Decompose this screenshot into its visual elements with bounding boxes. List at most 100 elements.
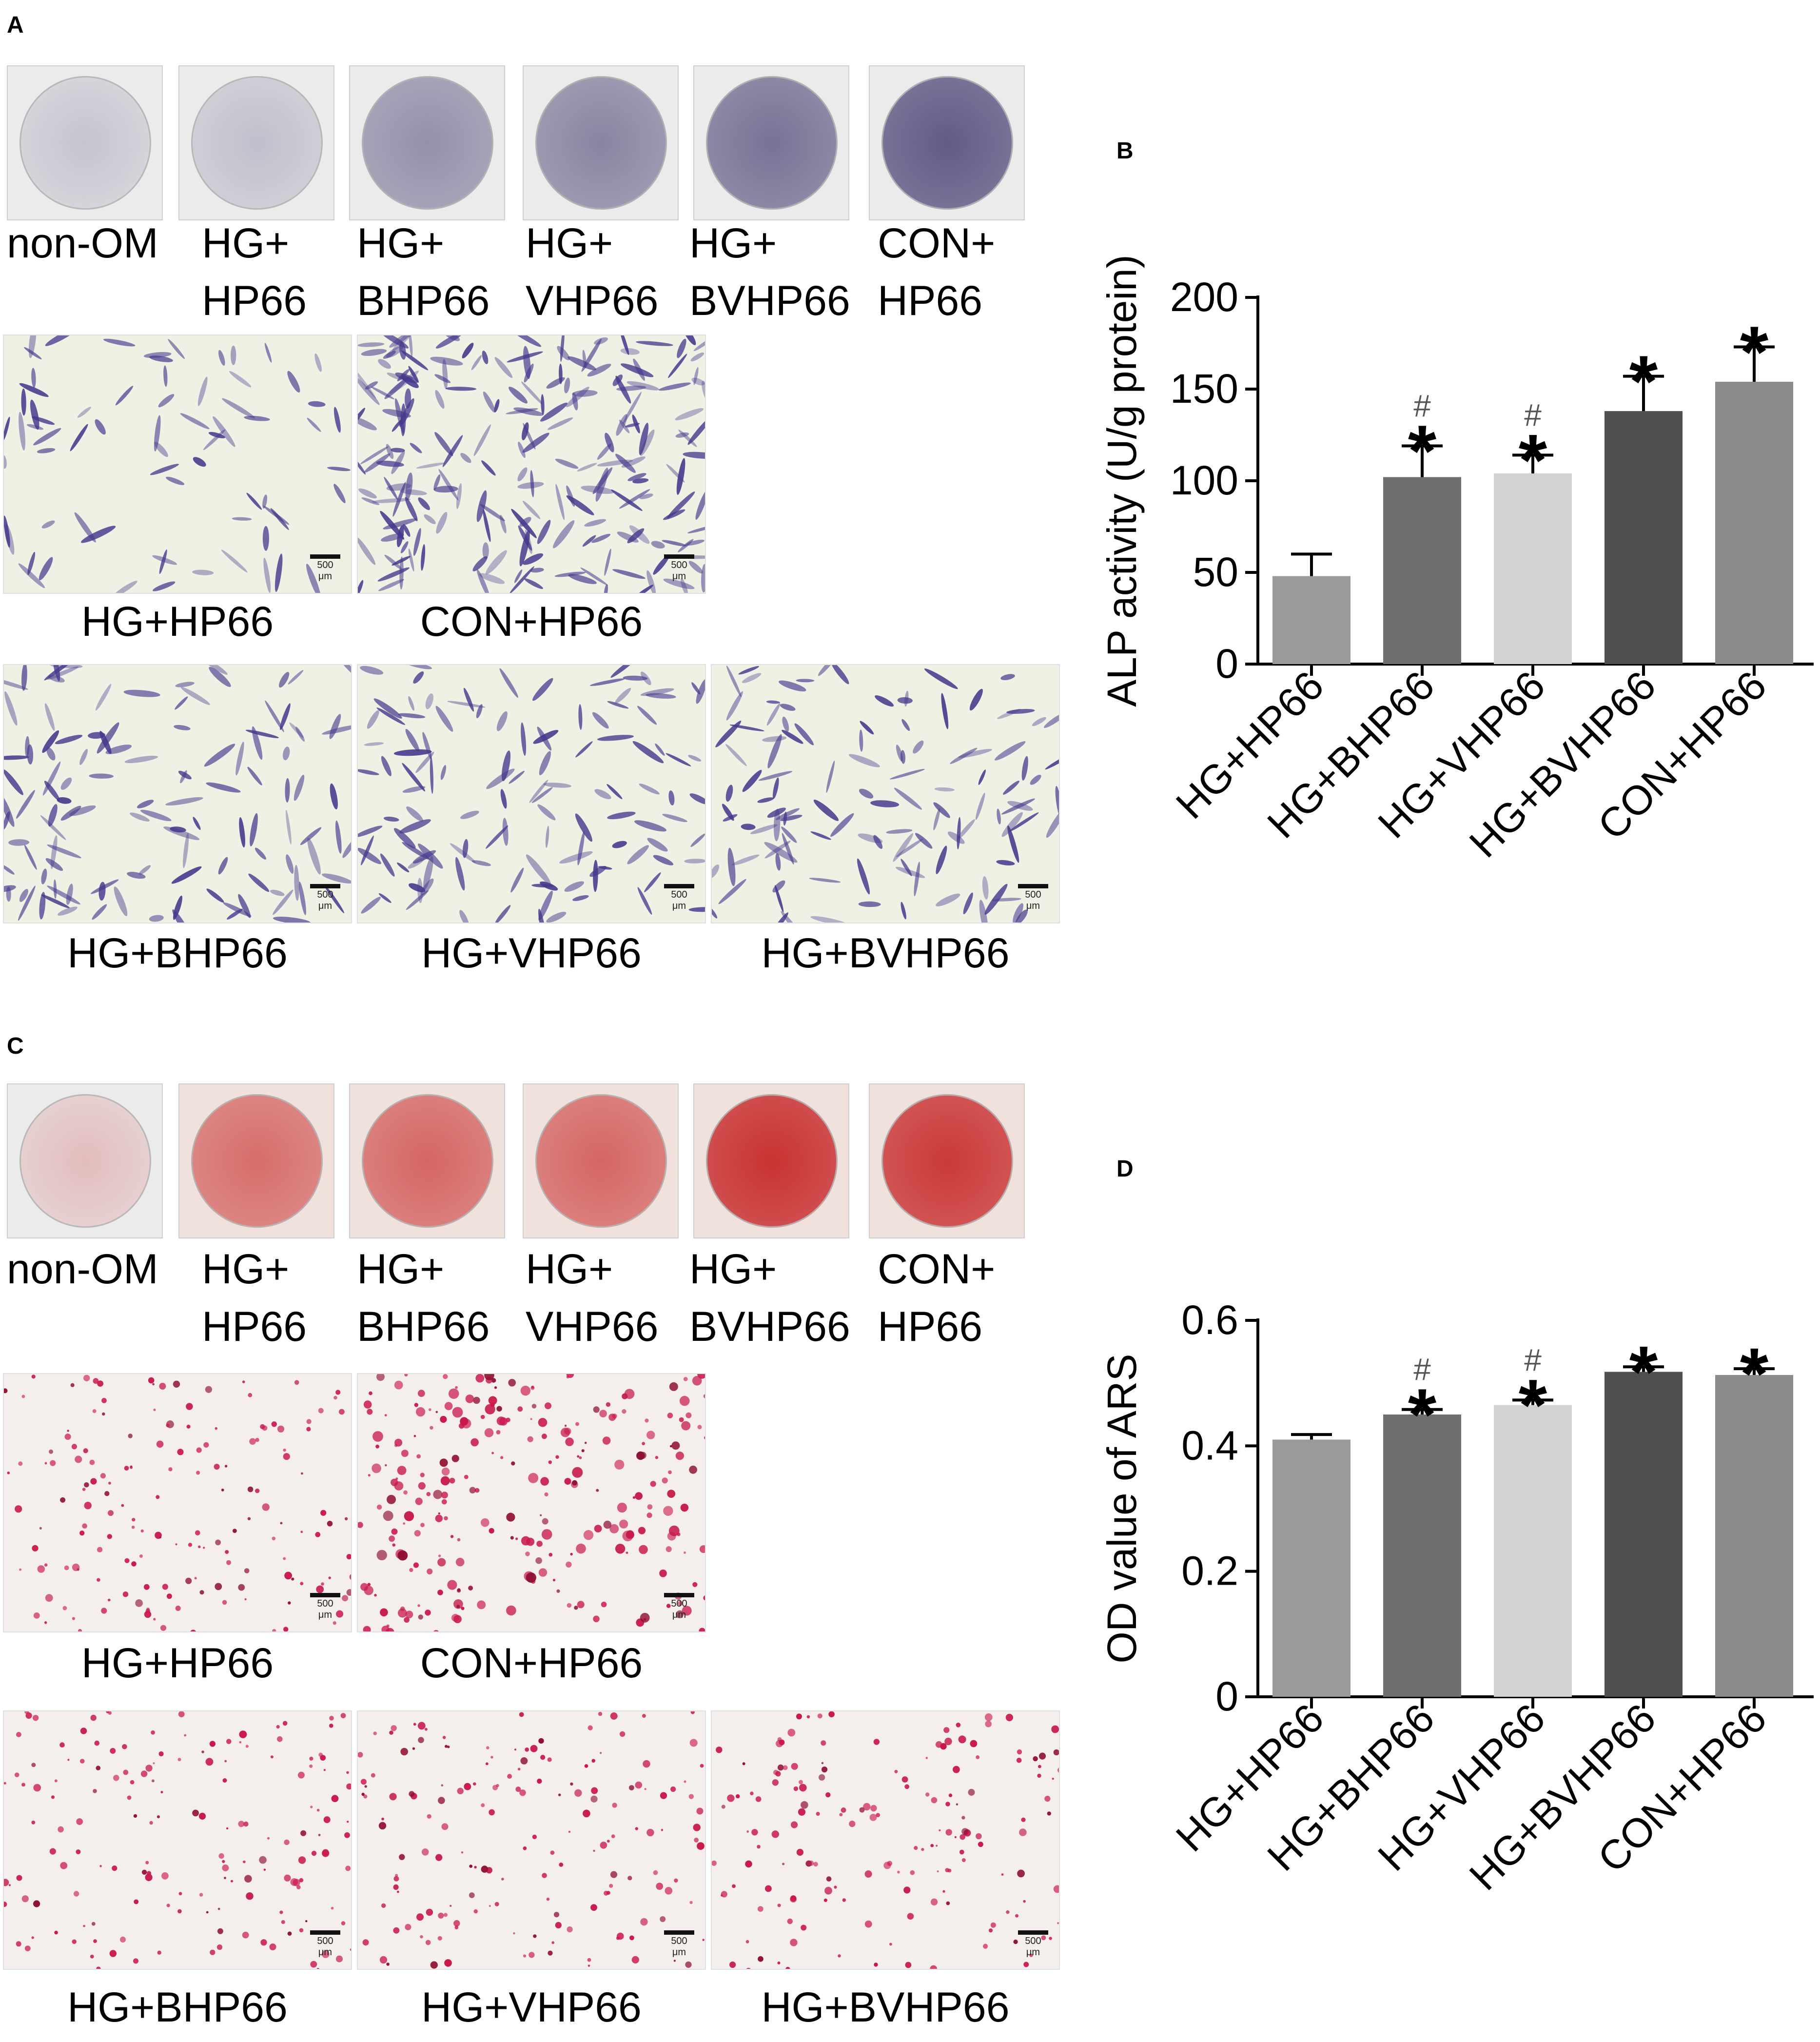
mineral-nodule [124,1466,129,1471]
mineral-nodule [238,1821,245,1827]
mineral-nodule [777,1961,781,1964]
mineral-nodule [283,1453,290,1460]
mineral-nodule [834,1885,837,1889]
mineral-nodule [140,1770,148,1777]
stained-cell [675,408,704,420]
significance-hash: # [1413,389,1431,424]
stained-cell [831,665,849,685]
mineral-nodule [626,1551,628,1554]
mineral-nodule [484,1428,494,1437]
stained-cell [47,666,79,680]
mineral-nodule [4,1388,8,1394]
stained-cell [639,784,660,795]
mineral-nodule [440,1476,450,1486]
mineral-nodule [537,1778,542,1784]
mineral-nodule [925,1792,930,1797]
stained-cell [8,839,29,846]
mineral-nodule [501,1878,504,1881]
mineral-nodule [397,1608,407,1618]
mineral-nodule [33,1900,40,1907]
mineral-nodule [530,1745,538,1752]
stained-cell [533,730,559,744]
mineral-nodule [310,1806,313,1808]
stained-cell [358,580,364,593]
stained-cell [208,432,225,438]
significance-star: * [1519,419,1547,501]
mineral-nodule [538,1418,548,1427]
mineral-nodule [750,1791,754,1795]
stained-cell [32,416,55,425]
mineral-nodule [825,1792,831,1798]
mineral-nodule [791,1763,798,1770]
stained-cell [333,407,341,433]
mineral-nodule [959,1849,964,1855]
mineral-nodule [1038,1752,1046,1760]
mineral-nodule [346,1554,351,1560]
mineral-nodule [97,1578,100,1582]
mineral-nodule [393,1884,399,1890]
stained-cell [541,394,545,415]
mineral-nodule [930,1898,938,1905]
mineral-nodule [574,1606,578,1610]
mineral-nodule [391,1725,397,1731]
mineral-nodule [758,1956,763,1962]
stained-cell [564,377,570,393]
well-dish [706,1094,838,1228]
mineral-nodule [271,1421,277,1427]
bar [1272,576,1350,664]
mineral-nodule [333,1395,337,1400]
mineral-nodule [386,1963,390,1966]
stained-cell [640,688,674,696]
mineral-nodule [50,1460,56,1466]
stained-cell [540,402,568,422]
well-dish [362,1094,493,1228]
mineral-nodule [646,1512,652,1518]
mineral-nodule [437,1558,446,1567]
stained-cell [358,408,366,427]
mineral-nodule [523,1846,527,1850]
mineral-nodule [255,1438,259,1442]
mineral-nodule [697,1374,705,1379]
mineral-nodule [397,1466,407,1475]
mineral-nodule [224,1877,226,1879]
stained-cell [4,678,28,690]
mineral-nodule [494,1902,499,1906]
well-dish [535,76,667,210]
stained-cell [896,745,903,762]
mineral-nodule [983,1944,988,1949]
mineral-nodule [329,1724,333,1728]
scale-bar: 500 μm [664,884,694,912]
stained-cell [886,829,913,834]
mineral-nodule [703,1394,705,1398]
stained-cell [154,442,168,457]
stained-cell [358,488,377,499]
mineral-nodule [485,1762,489,1766]
mineral-nodule [210,1949,215,1955]
stained-cell [19,383,49,397]
stained-cell [384,554,402,570]
mineral-nodule [418,1482,426,1490]
stained-cell [283,746,290,761]
stained-cell [114,886,128,917]
stained-cell [604,549,611,576]
mineral-nodule [33,1612,40,1619]
ars-micrograph-hg-bvhp66: 500 μm [711,1710,1060,1970]
mineral-nodule [72,1939,77,1944]
mineral-nodule [415,1497,423,1505]
mineral-nodule [464,1474,469,1479]
mineral-nodule [262,1503,270,1511]
mineral-nodule [474,1488,480,1493]
mineral-nodule [958,1735,966,1744]
mineral-nodule [635,1827,638,1830]
stained-cell [270,889,285,896]
stained-cell [718,879,746,904]
mineral-nodule [358,1752,363,1758]
stained-cell [265,700,284,732]
mineral-nodule [367,1583,371,1586]
stained-cell [391,419,402,432]
mineral-nodule [461,1607,465,1610]
well-caption: non-OM [7,1246,158,1293]
stained-cell [738,666,759,675]
mineral-nodule [536,1540,543,1547]
stained-cell [263,506,290,525]
